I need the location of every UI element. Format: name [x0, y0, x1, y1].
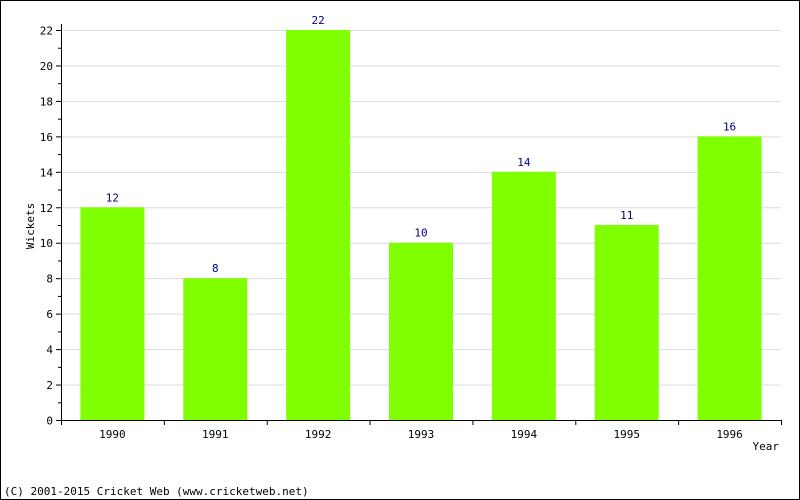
- x-tick-label: 1992: [305, 428, 332, 441]
- bar: [697, 136, 762, 420]
- bar-value-label: 8: [212, 262, 219, 275]
- bar-value-label: 14: [517, 156, 531, 169]
- bar: [286, 30, 351, 420]
- y-tick-label: 18: [40, 95, 53, 108]
- footer-copyright: (C) 2001-2015 Cricket Web (www.cricketwe…: [4, 485, 309, 498]
- y-axis-title: Wickets: [24, 203, 37, 249]
- y-tick-label: 6: [46, 308, 53, 321]
- y-tick-label: 12: [40, 202, 53, 215]
- x-tick-label: 1991: [202, 428, 229, 441]
- y-tick-label: 22: [40, 25, 53, 38]
- x-ticks: 1990 1991 1992 1993 1994 1995 1996: [61, 420, 782, 441]
- x-tick-label: 1996: [716, 428, 743, 441]
- y-tick-label: 10: [40, 237, 53, 250]
- y-tick-label: 2: [46, 379, 53, 392]
- y-tick-label: 8: [46, 273, 53, 286]
- x-tick-label: 1995: [613, 428, 640, 441]
- y-tick-label: 16: [40, 131, 53, 144]
- axes: [61, 24, 781, 421]
- y-tick-label: 14: [40, 166, 54, 179]
- bar-value-label: 12: [106, 191, 119, 204]
- x-tick-label: 1994: [511, 428, 538, 441]
- gridlines: [61, 30, 781, 386]
- bar: [491, 171, 556, 420]
- bar-value-label: 10: [414, 227, 427, 240]
- y-tick-label: 20: [40, 60, 53, 73]
- y-ticks: 0 2 4 6 8 10 12 14 16 18 20 22: [40, 25, 61, 428]
- y-tick-label: 4: [46, 344, 53, 357]
- bar: [183, 278, 248, 420]
- x-tick-label: 1993: [408, 428, 435, 441]
- x-tick-label: 1990: [99, 428, 126, 441]
- bars: [80, 30, 762, 420]
- bar-value-label: 16: [723, 120, 736, 133]
- bar: [80, 207, 145, 420]
- bar-value-label: 22: [312, 14, 325, 27]
- bar: [389, 242, 453, 420]
- bar-value-label: 11: [620, 209, 633, 222]
- x-axis-title: Year: [753, 440, 780, 453]
- bar: [594, 225, 659, 420]
- value-labels: 12 8 22 10 14 11 16: [106, 14, 736, 275]
- y-tick-label: 0: [46, 415, 53, 428]
